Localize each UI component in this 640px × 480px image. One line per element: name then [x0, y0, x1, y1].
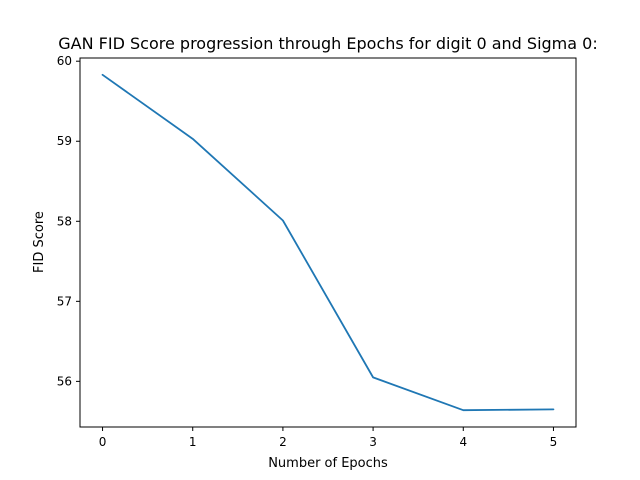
- x-tick-label: 3: [369, 435, 377, 449]
- y-axis-label: FID Score: [32, 211, 47, 273]
- x-tick-label: 2: [279, 435, 287, 449]
- y-tick-label: 56: [57, 374, 72, 388]
- y-tick-label: 57: [57, 294, 72, 308]
- fid-score-line: [101, 73, 555, 412]
- x-axis-label: Number of Epochs: [268, 456, 388, 471]
- x-axis-ticks: 0 1 2 3 4 5: [99, 427, 558, 449]
- plot-area-frame: [79, 57, 577, 428]
- x-tick-label: 1: [189, 435, 197, 449]
- x-tick-label: 5: [550, 435, 558, 449]
- y-axis-ticks: 56 57 58 59 60: [57, 54, 80, 388]
- chart-title: GAN FID Score progression through Epochs…: [58, 34, 597, 53]
- x-tick-label: 4: [459, 435, 467, 449]
- y-tick-label: 59: [57, 134, 72, 148]
- y-tick-label: 60: [57, 54, 72, 68]
- x-tick-label: 0: [99, 435, 107, 449]
- y-tick-label: 58: [57, 214, 72, 228]
